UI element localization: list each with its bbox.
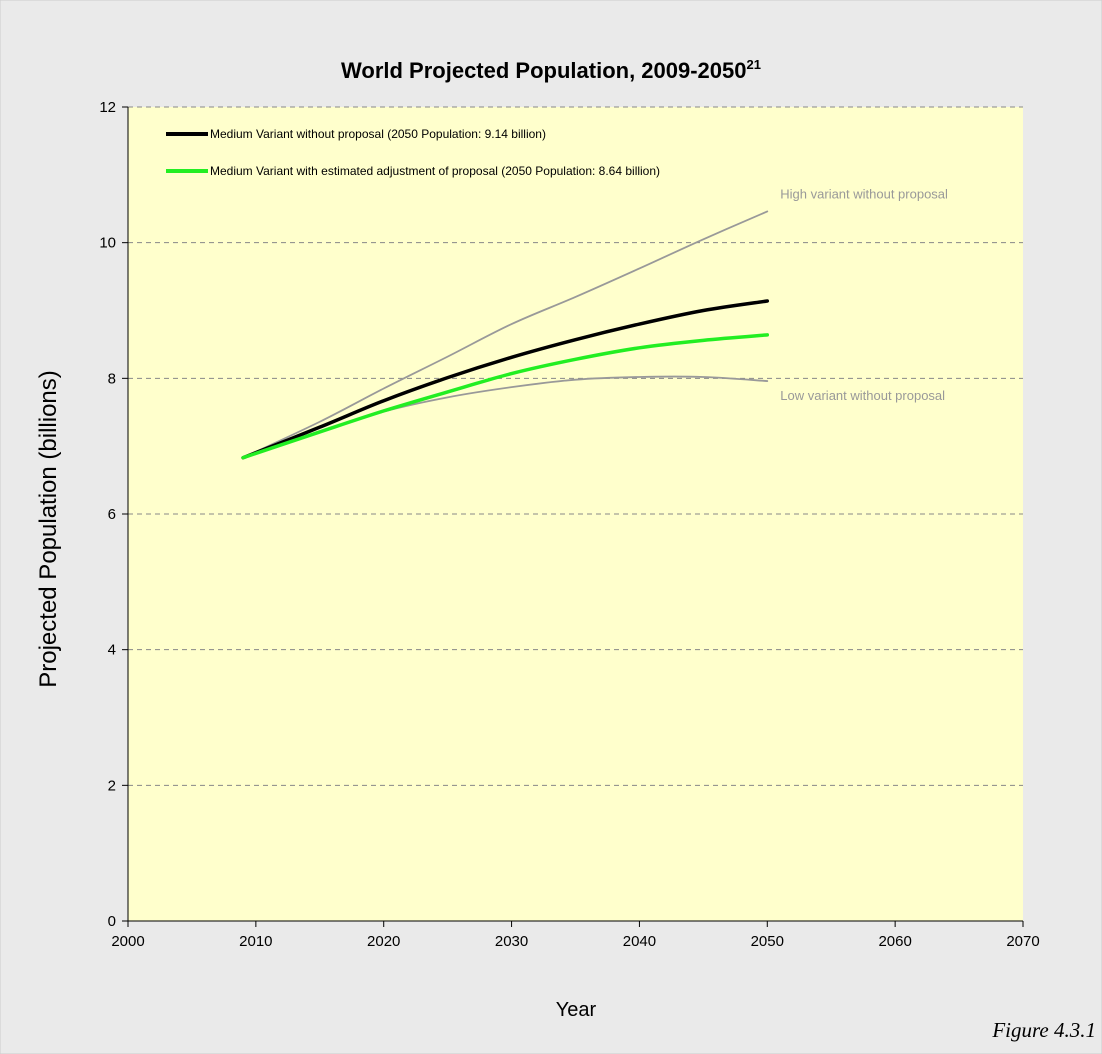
- series-annotation-label: Low variant without proposal: [780, 388, 945, 403]
- figure-caption: Figure 4.3.1: [991, 1018, 1096, 1042]
- y-tick-label: 0: [108, 913, 116, 930]
- series-lines: [241, 210, 770, 460]
- series-annotations: High variant without proposal Low variant…: [780, 186, 948, 403]
- y-tick-label: 12: [99, 99, 116, 116]
- plot-area: [128, 107, 1023, 921]
- x-tick-label: 2010: [239, 933, 272, 950]
- y-tick-label: 10: [99, 235, 116, 252]
- chart-title-superscript: 21: [747, 57, 761, 72]
- x-tick-label: 2020: [367, 933, 400, 950]
- legend-label: Medium Variant without proposal (2050 Po…: [210, 127, 546, 141]
- y-axis-title: Projected Population (billions): [35, 370, 62, 688]
- chart-title: World Projected Population, 2009-205021: [341, 57, 761, 83]
- y-tick-label: 2: [108, 777, 116, 794]
- series-line-high-variant: [242, 210, 769, 459]
- x-tick-label: 2030: [495, 933, 528, 950]
- series-annotation-label: High variant without proposal: [780, 186, 948, 201]
- x-tick-label: 2000: [111, 933, 144, 950]
- legend: Medium Variant without proposal (2050 Po…: [166, 127, 660, 178]
- series-line-medium-with-adjustment: [241, 333, 770, 460]
- x-tick-label: 2060: [878, 933, 911, 950]
- y-tick-label: 8: [108, 370, 116, 387]
- axes: 0 2 4 6 8 10 12 2000 2010 2020 2030 2040 2050 2060 207…: [99, 99, 1039, 950]
- x-tick-label: 2070: [1006, 933, 1039, 950]
- chart-title-main: World Projected Population, 2009-2050: [341, 58, 747, 83]
- y-tick-label: 4: [108, 642, 116, 659]
- y-tick-label: 6: [108, 506, 116, 523]
- x-tick-label: 2040: [623, 933, 656, 950]
- series-line-medium-without-proposal: [241, 299, 770, 460]
- x-tick-label: 2050: [751, 933, 784, 950]
- x-axis-title: Year: [556, 999, 597, 1021]
- legend-label: Medium Variant with estimated adjustment…: [210, 164, 660, 178]
